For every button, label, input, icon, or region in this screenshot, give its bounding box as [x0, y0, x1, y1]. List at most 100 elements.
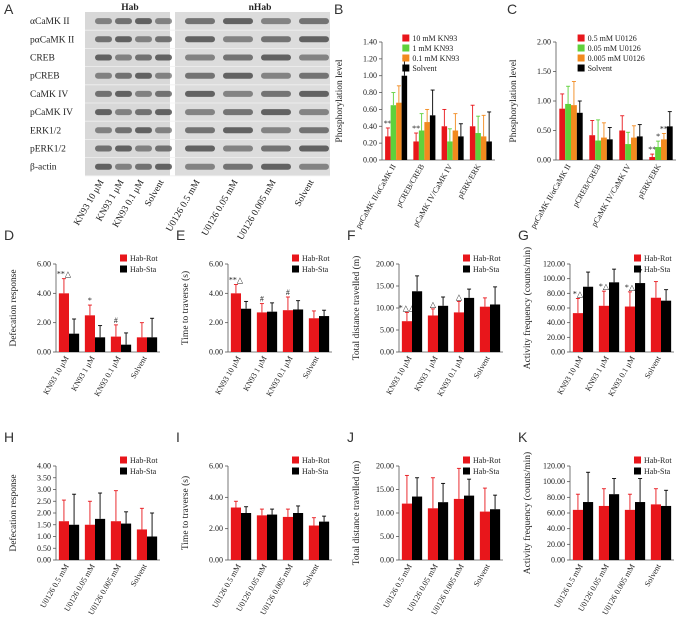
band: [299, 72, 329, 79]
x-tick-label: KN93 1 μM: [412, 355, 439, 393]
bar: [418, 130, 425, 160]
legend-swatch: [402, 34, 410, 42]
legend-label: 0.5 mM U0126: [588, 34, 637, 43]
significance-mark: *△: [599, 282, 610, 291]
y-tick-label: 3.00: [37, 485, 51, 494]
y-tick-label: 0.60: [363, 105, 377, 114]
error-bar: [566, 85, 571, 104]
y-tick-label: 15.00: [376, 485, 394, 494]
error-bar: [456, 300, 461, 313]
error-bar: [650, 153, 655, 158]
error-bar: [627, 291, 632, 307]
band: [299, 109, 329, 116]
error-bar: [430, 308, 435, 316]
panel-letter: G: [518, 227, 529, 243]
bar: [427, 315, 438, 352]
error-bar: [637, 124, 642, 137]
bar: [441, 126, 448, 160]
bar: [576, 112, 583, 160]
legend-swatch: [292, 467, 299, 475]
panel-letter: D: [4, 227, 14, 243]
error-bar: [664, 489, 669, 506]
error-bar: [467, 478, 472, 496]
error-bar: [590, 120, 595, 136]
legend-label: 0.005 mM U0126: [588, 54, 645, 63]
error-bar: [442, 108, 447, 127]
y-axis-label: Phosphorylation level: [335, 59, 345, 142]
error-bar: [113, 490, 118, 522]
legend-swatch: [577, 44, 585, 52]
band: [299, 90, 329, 97]
band: [95, 54, 112, 61]
band: [155, 36, 172, 43]
panel-letter: E: [176, 227, 185, 243]
bar: [95, 337, 106, 352]
bar: [631, 137, 637, 160]
bar: [401, 75, 408, 160]
y-tick-label: 4.00: [209, 289, 223, 298]
band: [115, 109, 132, 116]
panel-letter: A: [4, 1, 14, 17]
y-tick-label: 60.00: [547, 304, 565, 313]
bar: [624, 509, 635, 560]
y-tick-label: 1.50: [537, 67, 551, 76]
y-tick-label: 2.00: [209, 524, 223, 533]
bar: [583, 286, 594, 352]
error-bar: [638, 478, 643, 503]
x-tick-label: KN93 1 μM: [583, 355, 610, 393]
bar: [572, 313, 583, 352]
y-tick-label: 6.00: [209, 462, 223, 471]
band: [135, 127, 152, 134]
band: [223, 54, 253, 61]
y-tick-label: 1.20: [363, 54, 377, 63]
y-tick-label: 0.00: [537, 156, 551, 165]
legend-swatch: [577, 34, 585, 42]
bar: [490, 509, 501, 560]
error-bar: [430, 477, 435, 509]
x-tick-label: KN93 1 μM: [69, 355, 96, 393]
band: [155, 72, 172, 79]
y-axis-label: Defecation response: [8, 269, 19, 346]
bar: [447, 141, 453, 160]
bar: [69, 524, 80, 560]
error-bar: [601, 488, 606, 506]
error-bar: [415, 477, 420, 497]
bar: [390, 105, 397, 160]
legend-label: Hab-Sta: [644, 467, 671, 476]
band: [299, 18, 329, 25]
y-tick-label: 2.00: [37, 318, 51, 327]
error-bar: [441, 296, 446, 306]
bar: [655, 147, 661, 160]
y-tick-label: 0.50: [537, 126, 551, 135]
error-bar: [415, 275, 420, 292]
bar: [583, 502, 594, 560]
row-label: pαCaMK II: [30, 35, 74, 45]
error-bar: [404, 474, 409, 504]
x-tick-label: KN93 0.1 μM: [435, 355, 465, 398]
error-bar: [72, 318, 77, 334]
row-label: pCREB: [30, 72, 60, 82]
lane-label: U0126 0.005 mM: [236, 178, 279, 242]
bar: [624, 306, 635, 352]
bar: [598, 305, 609, 352]
x-tick-label: KN93 10 μM: [41, 355, 70, 397]
error-bar: [87, 304, 92, 316]
bar: [308, 318, 319, 352]
legend-label: Hab-Sta: [130, 467, 157, 476]
band: [185, 163, 215, 170]
bar: [464, 297, 475, 352]
legend-label: Solvent: [588, 64, 613, 73]
error-bar: [482, 487, 487, 512]
band: [299, 36, 329, 43]
x-tick-label: KN93 10 μM: [555, 355, 584, 397]
error-bar: [470, 104, 475, 127]
error-bar: [72, 493, 77, 525]
error-bar: [586, 271, 591, 287]
bar: [464, 495, 475, 560]
row-label: CaMK IV: [30, 90, 68, 100]
y-axis-label: Time to traverse (s): [180, 271, 191, 345]
bar: [635, 502, 646, 560]
legend-swatch: [634, 467, 641, 475]
significance-mark: *△: [625, 283, 636, 292]
band: [115, 36, 132, 43]
